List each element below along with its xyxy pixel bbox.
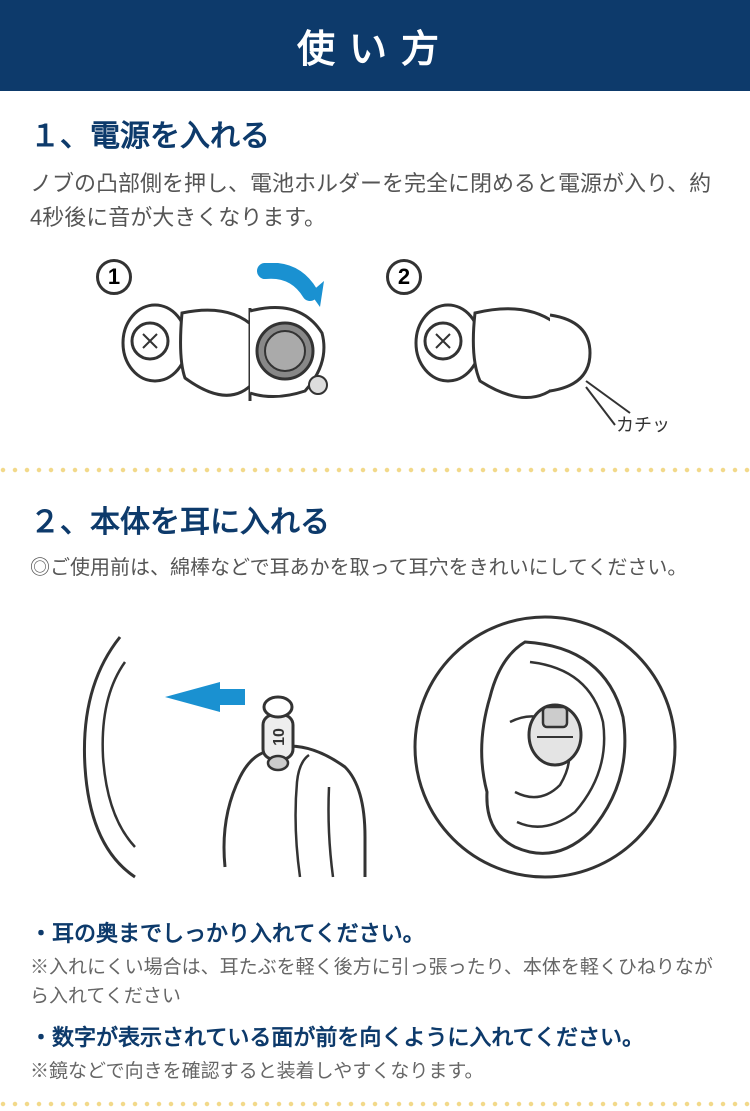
- device1-svg: [100, 263, 360, 433]
- device1-wrap: 1: [100, 263, 360, 433]
- device2-svg: [390, 263, 650, 433]
- ear-insert-svg: 10: [65, 607, 385, 887]
- step2-illustration: 10: [30, 597, 720, 907]
- step2-section: ２、本体を耳に入れる ◎ご使用前は、綿棒などで耳あかを取って耳穴をきれいにしてく…: [0, 477, 750, 1097]
- page-header: 使い方: [0, 0, 750, 91]
- step2-sub2: ※鏡などで向きを確認すると装着しやすくなります。: [30, 1058, 720, 1087]
- step1-title: １、電源を入れる: [30, 111, 720, 155]
- step2-note: ◎ご使用前は、綿棒などで耳あかを取って耳穴をきれいにしてください。: [30, 553, 720, 583]
- step2-sub1: ※入れにくい場合は、耳たぶを軽く後方に引っ張ったり、本体を軽くひねりながら入れて…: [30, 954, 720, 1011]
- step2-bullet2: ・数字が表示されている面が前を向くように入れてください。: [30, 1021, 720, 1054]
- step1-desc: ノブの凸部側を押し、電池ホルダーを完全に閉めると電源が入り、約4秒後に音が大きく…: [30, 167, 720, 235]
- badge-2: 2: [386, 259, 422, 295]
- badge-1: 1: [96, 259, 132, 295]
- click-sound-label: カチッ: [616, 411, 670, 437]
- header-title: 使い方: [297, 29, 453, 71]
- step2-title: ２、本体を耳に入れる: [30, 497, 720, 541]
- ear-inserted-svg: [405, 607, 685, 887]
- divider-1: [0, 467, 750, 473]
- divider-2: [0, 1101, 750, 1107]
- svg-text:10: 10: [271, 728, 288, 746]
- device2-wrap: 2 カチッ: [390, 263, 650, 433]
- step1-illustration: 1 2: [30, 253, 720, 453]
- step2-bullet1: ・耳の奥までしっかり入れてください。: [30, 917, 720, 950]
- step1-section: １、電源を入れる ノブの凸部側を押し、電池ホルダーを完全に閉めると電源が入り、約…: [0, 91, 750, 463]
